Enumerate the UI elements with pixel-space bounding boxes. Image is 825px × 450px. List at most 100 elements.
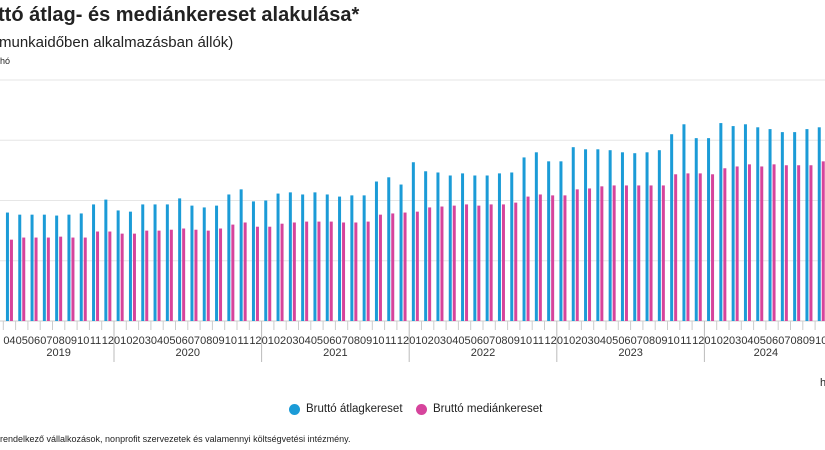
month-tick-label: 05: [311, 335, 323, 347]
month-tick-label: 04: [299, 335, 311, 347]
month-tick-label: 08: [348, 335, 360, 347]
bar-average: [362, 195, 366, 321]
bar-average: [670, 134, 674, 321]
month-tick-label: 10: [77, 335, 89, 347]
month-tick-label: 01: [114, 335, 126, 347]
bar-average: [18, 214, 22, 321]
bar-median: [760, 166, 764, 321]
legend-item-median[interactable]: Bruttó mediánkereset: [416, 403, 542, 415]
bar-median: [354, 222, 358, 321]
bar-average: [719, 123, 723, 321]
footnote: rendelkező vállalkozások, nonprofit szer…: [0, 434, 351, 444]
bar-average: [387, 177, 391, 321]
bar-average: [682, 124, 686, 321]
bar-average: [325, 194, 329, 321]
bar-average: [620, 152, 624, 321]
bar-median: [243, 222, 247, 321]
chart-title: ttó átlag- és mediánkereset alakulása*: [0, 4, 360, 26]
bar-median: [489, 204, 493, 321]
month-tick-label: 08: [53, 335, 65, 347]
y-unit-label: hó: [0, 56, 11, 66]
month-tick-label: 02: [126, 335, 138, 347]
month-tick-label: 09: [508, 335, 520, 347]
bar-average: [92, 204, 96, 321]
bar-median: [686, 173, 690, 321]
bar-median: [71, 237, 75, 321]
bar-median: [526, 196, 530, 321]
bar-average: [743, 124, 747, 321]
bar-median: [255, 226, 259, 321]
bar-average: [5, 212, 9, 321]
month-tick-label: 07: [778, 335, 790, 347]
month-tick-label: 12: [249, 335, 261, 347]
month-tick-label: 05: [458, 335, 470, 347]
bar-median: [22, 237, 26, 321]
bar-median: [219, 228, 223, 321]
bar-average: [584, 149, 588, 321]
bar-average: [104, 199, 108, 321]
x-unit-label: h: [820, 377, 825, 389]
bar-average: [67, 214, 71, 321]
month-tick-label: 04: [741, 335, 753, 347]
bar-median: [157, 230, 161, 321]
month-tick-label: 03: [581, 335, 593, 347]
month-tick-label: 08: [643, 335, 655, 347]
month-tick-label: 07: [335, 335, 347, 347]
bar-median: [612, 185, 616, 321]
bar-average: [350, 195, 354, 321]
bar-average: [756, 127, 760, 321]
legend-item-average[interactable]: Bruttó átlagkereset: [289, 403, 403, 415]
month-tick-label: 12: [545, 335, 557, 347]
bar-average: [264, 200, 268, 321]
bar-average: [178, 198, 182, 321]
month-tick-label: 12: [692, 335, 704, 347]
bar-average: [411, 162, 415, 321]
bar-average: [817, 127, 821, 321]
bar-median: [329, 221, 333, 321]
month-tick-label: 09: [212, 335, 224, 347]
month-tick-label: 12: [102, 335, 114, 347]
bar-median: [268, 226, 272, 321]
bar-median: [96, 231, 100, 321]
month-tick-label: 08: [495, 335, 507, 347]
bar-average: [473, 175, 477, 321]
month-tick-label: 06: [618, 335, 630, 347]
month-tick-label: 02: [569, 335, 581, 347]
month-tick-label: 04: [3, 335, 15, 347]
year-label: 2020: [176, 347, 200, 359]
bar-average: [313, 192, 317, 321]
bar-median: [342, 222, 346, 321]
chart-subtitle: munkaidőben alkalmazásban állók): [0, 34, 234, 51]
month-tick-label: 09: [360, 335, 372, 347]
legend-dot-icon: [289, 403, 300, 415]
month-tick-label: 04: [446, 335, 458, 347]
bar-average: [657, 150, 661, 321]
year-label: 2019: [46, 347, 70, 359]
bar-median: [169, 229, 173, 321]
bar-median: [711, 174, 715, 321]
bar-median: [661, 185, 665, 321]
bar-median: [465, 204, 469, 321]
month-tick-label: 11: [385, 335, 396, 347]
bar-median: [305, 221, 309, 321]
bar-average: [288, 192, 292, 321]
month-tick-label: 11: [237, 335, 248, 347]
bar-median: [452, 205, 456, 321]
month-tick-label: 04: [594, 335, 606, 347]
bar-average: [694, 138, 698, 321]
month-tick-label: 07: [483, 335, 495, 347]
month-tick-label: 06: [28, 335, 40, 347]
bar-average: [522, 157, 526, 321]
month-tick-label: 09: [65, 335, 77, 347]
legend-label: Bruttó átlagkereset: [306, 403, 403, 415]
month-tick-label: 12: [397, 335, 409, 347]
bar-average: [165, 204, 169, 321]
bar-median: [194, 229, 198, 321]
bar-median: [292, 222, 296, 321]
month-tick-label: 06: [471, 335, 483, 347]
month-tick-label: 05: [754, 335, 766, 347]
bar-median: [366, 221, 370, 321]
bar-median: [674, 174, 678, 321]
bar-average: [276, 193, 280, 321]
month-tick-label: 03: [434, 335, 446, 347]
